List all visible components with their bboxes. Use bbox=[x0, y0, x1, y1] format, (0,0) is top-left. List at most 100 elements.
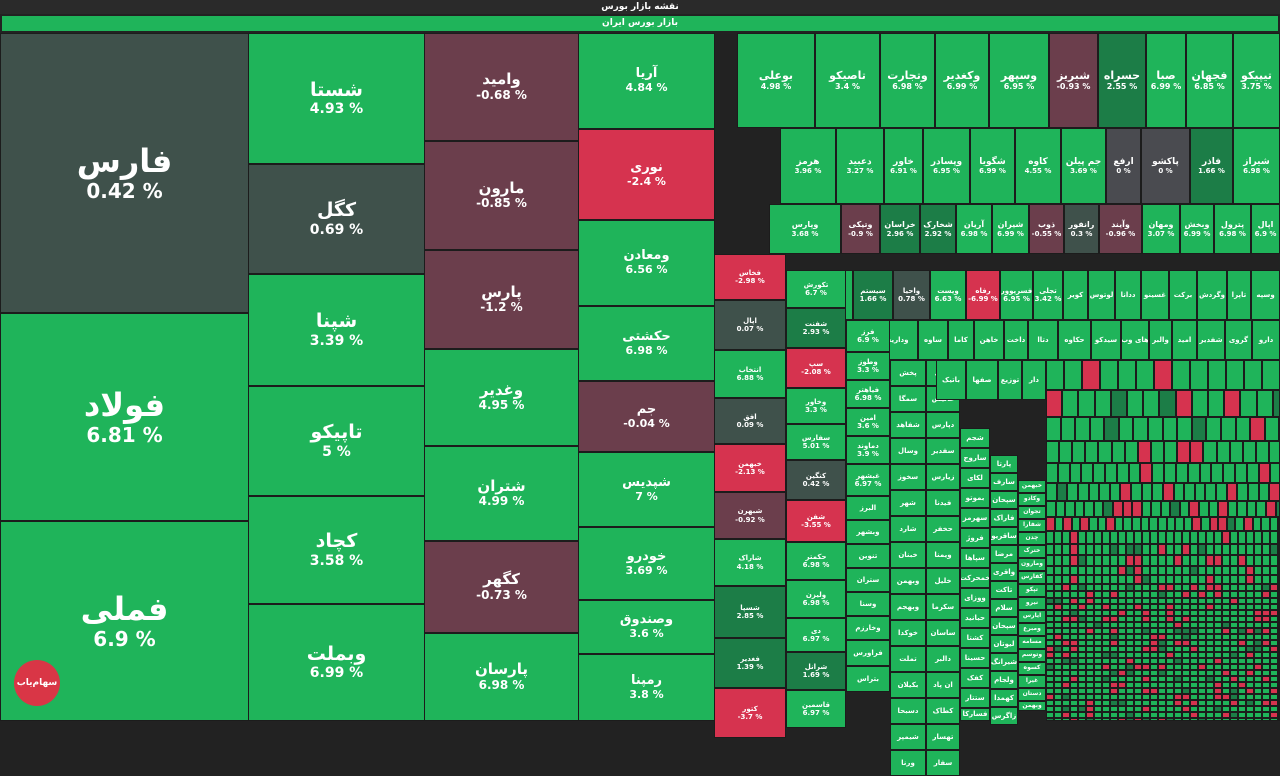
stock-tile[interactable] bbox=[1132, 501, 1142, 517]
stock-tile[interactable]: شفارا bbox=[1018, 519, 1046, 532]
stock-tile[interactable] bbox=[1054, 566, 1062, 575]
stock-tile[interactable] bbox=[1246, 584, 1254, 592]
stock-tile[interactable]: وگردش bbox=[1197, 270, 1227, 320]
stock-tile[interactable]: تنوین bbox=[846, 544, 890, 568]
stock-tile[interactable]: لکای bbox=[960, 468, 990, 488]
stock-tile[interactable] bbox=[1095, 390, 1111, 417]
stock-tile[interactable]: نوری-2.4 % bbox=[578, 129, 715, 220]
stock-tile[interactable] bbox=[1166, 575, 1174, 583]
stock-tile[interactable] bbox=[1244, 517, 1253, 531]
stock-tile[interactable] bbox=[1126, 531, 1134, 544]
stock-tile[interactable]: وکادو bbox=[1018, 493, 1046, 506]
stock-tile[interactable]: زاگرس bbox=[990, 707, 1018, 725]
stock-tile[interactable]: پارس-1.2 % bbox=[424, 250, 579, 349]
stock-tile[interactable] bbox=[1180, 501, 1190, 517]
stock-tile[interactable] bbox=[1208, 360, 1226, 390]
stock-tile[interactable] bbox=[1237, 483, 1248, 501]
stock-tile[interactable] bbox=[1110, 555, 1118, 565]
stock-tile[interactable] bbox=[1198, 555, 1206, 565]
stock-tile[interactable] bbox=[1166, 566, 1174, 575]
stock-tile[interactable] bbox=[1158, 517, 1167, 531]
stock-tile[interactable]: ستران bbox=[846, 568, 890, 592]
stock-tile[interactable] bbox=[1174, 566, 1182, 575]
stock-tile[interactable] bbox=[1102, 544, 1110, 556]
stock-tile[interactable] bbox=[1230, 544, 1238, 556]
stock-tile[interactable] bbox=[1126, 575, 1134, 583]
stock-tile[interactable]: وسنا bbox=[846, 592, 890, 616]
stock-tile[interactable] bbox=[1254, 555, 1262, 565]
stock-tile[interactable] bbox=[1189, 501, 1199, 517]
stock-tile[interactable] bbox=[1221, 417, 1236, 441]
stock-tile[interactable] bbox=[1110, 584, 1118, 592]
stock-tile[interactable] bbox=[1103, 501, 1113, 517]
stock-tile[interactable] bbox=[1203, 441, 1216, 463]
stock-tile[interactable] bbox=[1142, 501, 1152, 517]
stock-tile[interactable] bbox=[1211, 463, 1223, 483]
stock-tile[interactable] bbox=[1226, 360, 1244, 390]
stock-tile[interactable] bbox=[1254, 531, 1262, 544]
stock-tile[interactable] bbox=[1134, 584, 1142, 592]
stock-tile[interactable] bbox=[1270, 544, 1278, 556]
stock-tile[interactable] bbox=[1054, 575, 1062, 583]
stock-tile[interactable]: والبر bbox=[1149, 320, 1172, 360]
stock-tile[interactable]: شفن-3.55 % bbox=[786, 500, 846, 542]
stock-tile[interactable] bbox=[1062, 584, 1070, 592]
stock-tile[interactable]: سپحان bbox=[990, 617, 1018, 635]
stock-tile[interactable] bbox=[1174, 575, 1182, 583]
stock-tile[interactable]: سارف bbox=[990, 473, 1018, 491]
stock-tile[interactable]: غسینو bbox=[1141, 270, 1169, 320]
stock-tile[interactable]: کاما bbox=[948, 320, 974, 360]
stock-tile[interactable] bbox=[1104, 417, 1119, 441]
stock-tile[interactable]: کطاک bbox=[926, 698, 960, 724]
stock-tile[interactable] bbox=[1174, 591, 1182, 598]
stock-tile[interactable] bbox=[1205, 483, 1216, 501]
stock-tile[interactable] bbox=[1190, 591, 1198, 598]
stock-tile[interactable] bbox=[1062, 531, 1070, 544]
stock-tile[interactable]: حبانید bbox=[960, 608, 990, 628]
stock-tile[interactable] bbox=[1262, 575, 1270, 583]
stock-tile[interactable] bbox=[1182, 591, 1190, 598]
stock-tile[interactable] bbox=[1094, 501, 1104, 517]
stock-tile[interactable] bbox=[1238, 575, 1246, 583]
stock-tile[interactable]: صفها bbox=[966, 360, 998, 400]
stock-tile[interactable] bbox=[1238, 591, 1246, 598]
stock-tile[interactable]: کویر bbox=[1063, 270, 1088, 320]
stock-tile[interactable] bbox=[1113, 501, 1123, 517]
stock-tile[interactable] bbox=[1110, 566, 1118, 575]
stock-tile[interactable]: خمحرکت bbox=[960, 568, 990, 588]
stock-tile[interactable] bbox=[1149, 517, 1158, 531]
stock-tile[interactable]: بتراس bbox=[846, 666, 890, 692]
stock-tile[interactable] bbox=[1256, 441, 1269, 463]
stock-tile[interactable]: وتیکی-0.9 % bbox=[841, 204, 880, 254]
stock-tile[interactable] bbox=[1182, 566, 1190, 575]
stock-tile[interactable] bbox=[1102, 531, 1110, 544]
stock-tile[interactable] bbox=[1230, 555, 1238, 565]
stock-tile[interactable]: حخفر bbox=[926, 516, 960, 542]
stock-tile[interactable]: داخت bbox=[1004, 320, 1028, 360]
stock-tile[interactable]: تپکو bbox=[1018, 584, 1046, 597]
stock-tile[interactable] bbox=[1198, 591, 1206, 598]
stock-tile[interactable] bbox=[1190, 575, 1198, 583]
stock-tile[interactable] bbox=[1184, 517, 1193, 531]
stock-tile[interactable] bbox=[1270, 555, 1278, 565]
stock-tile[interactable] bbox=[1259, 463, 1271, 483]
stock-tile[interactable] bbox=[1218, 517, 1227, 531]
stock-tile[interactable] bbox=[1127, 390, 1143, 417]
